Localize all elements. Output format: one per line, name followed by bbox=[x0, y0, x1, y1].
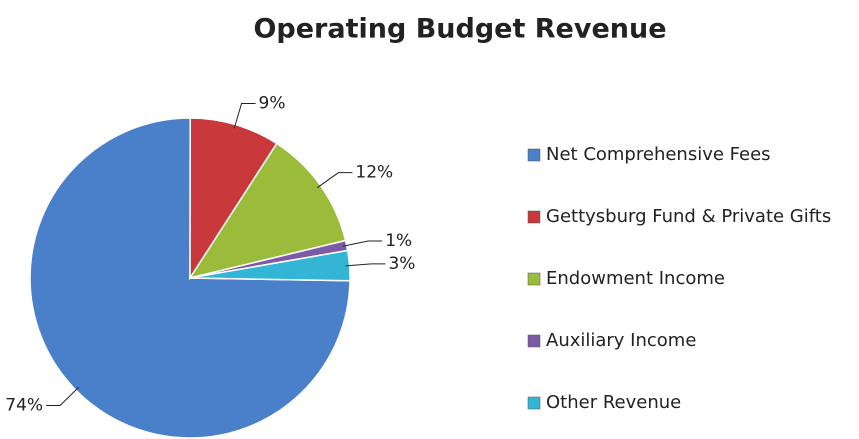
leader-line bbox=[316, 172, 353, 189]
legend-label: Auxiliary Income bbox=[546, 330, 696, 351]
leader-line bbox=[46, 386, 79, 406]
legend-swatch bbox=[527, 148, 541, 162]
legend-swatch bbox=[527, 334, 541, 348]
data-label: 12% bbox=[355, 163, 393, 183]
chart-title: Operating Budget Revenue bbox=[253, 14, 666, 45]
legend-swatch bbox=[527, 272, 541, 286]
data-label: 74% bbox=[5, 395, 43, 415]
legend-label: Other Revenue bbox=[546, 392, 681, 413]
legend-label: Net Comprehensive Fees bbox=[546, 144, 771, 165]
legend-label: Gettysburg Fund & Private Gifts bbox=[546, 206, 831, 227]
legend-swatch bbox=[527, 396, 541, 410]
legend-swatch bbox=[527, 210, 541, 224]
data-label: 3% bbox=[388, 254, 415, 274]
leader-line bbox=[342, 240, 383, 247]
data-label: 1% bbox=[385, 231, 412, 251]
data-label: 9% bbox=[259, 93, 286, 113]
leader-line bbox=[345, 263, 386, 267]
leader-line bbox=[233, 102, 256, 129]
legend-label: Endowment Income bbox=[546, 268, 725, 289]
